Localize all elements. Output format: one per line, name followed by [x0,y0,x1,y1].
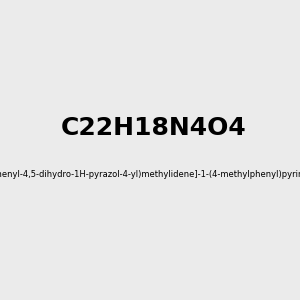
Text: C22H18N4O4: C22H18N4O4 [61,116,247,140]
Text: (5E)-5-[(3-methyl-5-oxo-1-phenyl-4,5-dihydro-1H-pyrazol-4-yl)methylidene]-1-(4-m: (5E)-5-[(3-methyl-5-oxo-1-phenyl-4,5-dih… [0,170,300,179]
